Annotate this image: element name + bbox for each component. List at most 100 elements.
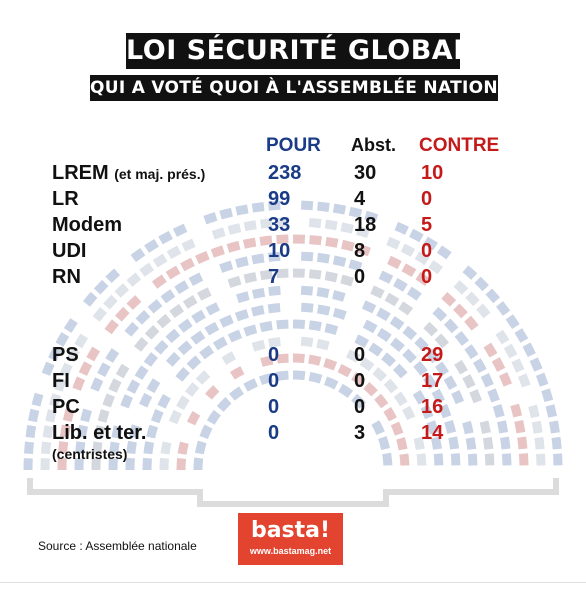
hemicycle-seat <box>301 251 314 262</box>
hemicycle-seat <box>146 378 161 394</box>
hemicycle-seat <box>398 301 414 316</box>
hemicycle-seat <box>115 363 130 379</box>
hemicycle-seat <box>438 403 452 419</box>
basta-logo: basta! www.bastamag.net <box>238 513 343 565</box>
hemicycle-seat <box>529 357 543 372</box>
hemicycle-seat <box>172 223 188 237</box>
hemicycle-seat <box>374 393 389 409</box>
hemicycle-seat <box>341 239 355 252</box>
hemicycle-seat <box>345 349 361 363</box>
hemicycle-seat <box>402 405 416 421</box>
hemicycle-seat <box>428 260 443 275</box>
hemicycle-seat <box>142 457 152 471</box>
hemicycle-seat <box>160 289 176 304</box>
hemicycle-seat <box>92 441 103 455</box>
hemicycle-seat <box>495 301 511 316</box>
hemicycle-seat <box>400 243 416 257</box>
page-title: LOI SÉCURITÉ GLOBALE <box>126 33 489 69</box>
hemicycle-seat <box>193 457 204 471</box>
hemicycle-seat <box>103 294 118 310</box>
hemicycle-seat <box>134 365 149 381</box>
hemicycle-seat <box>258 373 274 385</box>
hemicycle-seat <box>276 353 289 364</box>
hemicycle-seat <box>177 441 189 455</box>
hemicycle-seat <box>454 330 470 346</box>
hemicycle-seat <box>204 385 220 400</box>
hemicycle-seat <box>300 336 314 347</box>
hemicycle-seat <box>433 453 444 466</box>
hemicycle-seat <box>243 272 257 284</box>
hemicycle-seat <box>114 283 130 298</box>
hemicycle-seat <box>160 441 172 455</box>
hemicycle-seat <box>362 319 378 334</box>
hemicycle-seat <box>469 389 483 404</box>
hemicycle-seat <box>476 303 491 319</box>
hemicycle-seat <box>464 344 479 360</box>
source-note: Source : Assemblée nationale <box>38 539 197 553</box>
hemicycle-seat <box>301 200 314 211</box>
hemicycle-seat <box>63 318 78 333</box>
hemicycle-seat <box>276 319 289 330</box>
hemicycle-seat <box>211 227 226 240</box>
hemicycle-seat <box>124 321 140 337</box>
hemicycle-seat <box>45 409 57 423</box>
hemicycle-seat <box>316 287 330 299</box>
hemicycle-seat <box>351 393 367 409</box>
hemicycle-seat <box>251 253 265 265</box>
hemicycle-seat <box>292 370 306 381</box>
hemicycle-seat <box>66 347 80 363</box>
hemicycle-seat <box>511 358 525 373</box>
hemicycle-seat <box>166 245 182 260</box>
hemicycle-seat <box>393 391 408 407</box>
hemicycle-seat <box>413 360 428 376</box>
party-label-ps: PS <box>52 344 79 367</box>
party-label-lib-ter: Lib. et ter. <box>52 422 146 445</box>
hemicycle-seat <box>436 245 452 260</box>
hemicycle-seat <box>474 276 489 292</box>
hemicycle-seat <box>443 318 459 334</box>
hemicycle-seat <box>462 374 476 389</box>
hemicycle-seat <box>430 436 442 450</box>
hemicycle-seat <box>187 411 201 426</box>
hemicycle-seat <box>243 378 258 392</box>
value-abst-rn: 0 <box>354 266 366 288</box>
hemicycle-seat <box>325 236 339 248</box>
hemicycle-seat <box>190 330 206 345</box>
hemicycle-seat <box>491 357 506 372</box>
hemicycle-seat <box>197 287 212 301</box>
hemicycle-seat <box>505 314 520 330</box>
hemicycle-seat <box>227 223 242 235</box>
hemicycle-seat <box>450 453 461 466</box>
hemicycle-seat <box>139 262 155 277</box>
hemicycle-seat <box>28 408 40 423</box>
hemicycle-seat <box>499 372 512 387</box>
hemicycle-seat <box>549 420 560 434</box>
hemicycle-seat <box>423 374 438 390</box>
hemicycle-seat <box>351 372 366 387</box>
hemicycle-seat <box>184 382 200 397</box>
hemicycle-seat <box>126 379 141 394</box>
hemicycle-seat <box>86 346 101 362</box>
hemicycle-seat <box>75 441 86 454</box>
value-contre-lrem: 10 <box>421 162 444 184</box>
hemicycle-seat <box>135 310 151 325</box>
hemicycle-seat <box>383 378 399 394</box>
hemicycle-seat <box>378 270 394 284</box>
hemicycle-seat <box>423 236 438 251</box>
hemicycle-seat <box>212 336 228 351</box>
hemicycle-seat <box>309 235 322 246</box>
hemicycle-seat <box>191 309 206 324</box>
hemicycle-seat <box>174 280 190 295</box>
hemicycle-seat <box>412 389 427 405</box>
hemicycle-seat <box>25 425 37 438</box>
hemicycle-seat <box>150 408 164 424</box>
hemicycle-seat <box>104 319 119 335</box>
hemicycle-seat <box>251 202 265 213</box>
party-note: (et maj. prés.) <box>114 166 206 182</box>
hemicycle-seat <box>205 302 221 316</box>
hemicycle-seat <box>126 440 137 455</box>
hemicycle-seat <box>227 329 243 343</box>
hemicycle-seat <box>276 234 289 245</box>
